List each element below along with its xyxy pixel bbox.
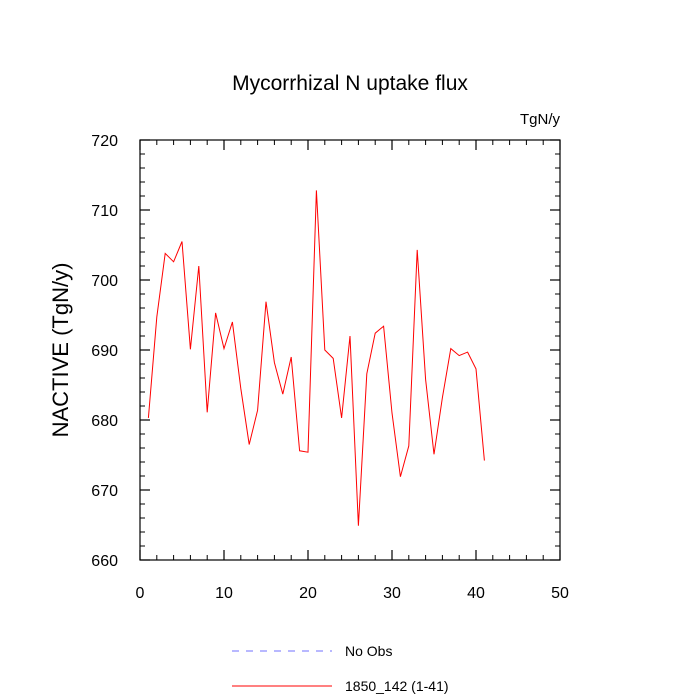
x-tick-label: 0 <box>136 585 145 602</box>
y-tick-label: 690 <box>91 343 118 360</box>
legend-label: No Obs <box>345 643 392 659</box>
y-tick-label: 710 <box>91 203 118 220</box>
units-label: TgN/y <box>520 111 561 128</box>
chart-title: Mycorrhizal N uptake flux <box>232 72 468 95</box>
x-tick-label: 40 <box>467 585 485 602</box>
y-tick-label: 670 <box>91 483 118 500</box>
x-tick-label: 50 <box>551 585 569 602</box>
y-tick-label: 660 <box>91 553 118 570</box>
x-tick-label: 10 <box>215 585 233 602</box>
legend-label: 1850_142 (1-41) <box>345 678 449 694</box>
y-axis-label: NACTIVE (TgN/y) <box>48 263 73 438</box>
y-tick-label: 700 <box>91 273 118 290</box>
x-tick-label: 30 <box>383 585 401 602</box>
y-tick-label: 680 <box>91 413 118 430</box>
y-tick-label: 720 <box>91 133 118 150</box>
legend: No Obs 1850_142 (1-41) <box>232 643 449 694</box>
x-tick-label: 20 <box>299 585 317 602</box>
plot-area: 0 10 20 30 40 50 660 670 680 690 700 710 720 <box>91 133 569 602</box>
plot-frame <box>139 139 561 561</box>
series-line <box>147 190 485 526</box>
